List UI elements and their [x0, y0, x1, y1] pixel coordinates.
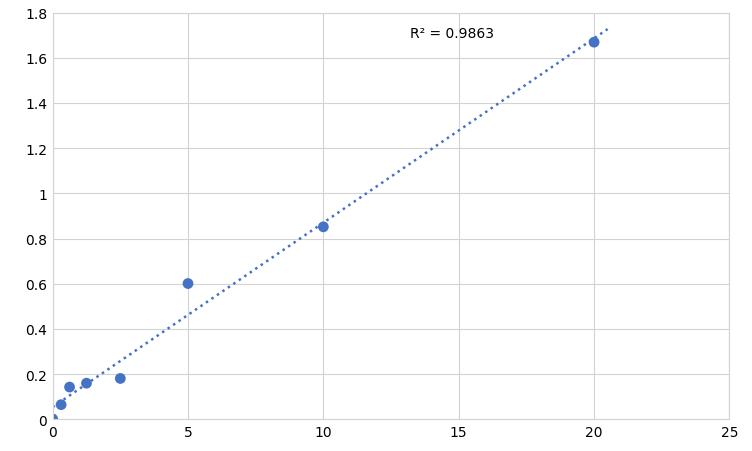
Point — [588, 39, 600, 46]
Point — [55, 401, 67, 409]
Point — [80, 380, 92, 387]
Point — [47, 415, 59, 423]
Point — [63, 383, 75, 391]
Point — [182, 280, 194, 288]
Point — [317, 224, 329, 231]
Text: R² = 0.9863: R² = 0.9863 — [410, 27, 494, 41]
Point — [114, 375, 126, 382]
